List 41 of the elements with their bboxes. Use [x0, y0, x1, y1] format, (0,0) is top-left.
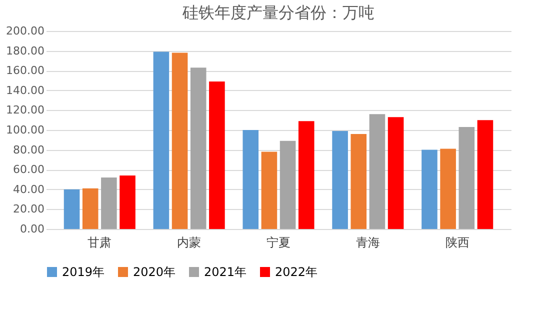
x-tick-label: 宁夏 — [266, 236, 290, 250]
bar — [209, 81, 225, 229]
y-tick-label: 80.00 — [13, 143, 44, 156]
y-tick-label: 0.00 — [20, 222, 44, 236]
x-tick-label: 甘肃 — [88, 236, 112, 250]
y-tick-label: 20.00 — [13, 202, 44, 216]
x-tick-label: 青海 — [356, 236, 380, 250]
y-tick-label: 60.00 — [13, 163, 44, 176]
bar — [422, 150, 438, 229]
bar — [242, 130, 259, 229]
bar — [172, 52, 188, 229]
bar — [298, 121, 314, 229]
y-tick-label: 200.00 — [6, 24, 44, 38]
bar — [280, 140, 296, 229]
y-tick-label: 160.00 — [6, 64, 44, 78]
y-tick-label: 40.00 — [13, 182, 44, 196]
x-tick-label: 内蒙 — [177, 236, 202, 250]
x-tick-label: 陕西 — [445, 236, 470, 250]
bar — [190, 68, 206, 229]
legend-label: 2021年 — [204, 265, 247, 279]
y-tick-label: 180.00 — [6, 44, 44, 58]
legend-label: 2020年 — [133, 265, 176, 279]
chart-title: 硅铁年度产量分省份：万吨 — [182, 3, 374, 22]
bar — [350, 134, 367, 229]
bar — [369, 114, 386, 229]
bar — [458, 127, 475, 229]
bar — [82, 188, 98, 229]
legend-label: 2019年 — [62, 265, 105, 279]
bar — [388, 117, 404, 229]
bar — [477, 120, 494, 229]
bar — [101, 178, 117, 229]
legend-label: 2022年 — [275, 265, 318, 279]
bar — [64, 189, 80, 229]
y-tick-label: 100.00 — [6, 124, 44, 136]
bar — [153, 52, 170, 229]
bar — [120, 176, 136, 229]
bar — [332, 130, 348, 229]
y-tick-label: 120.00 — [6, 104, 44, 117]
bar — [261, 152, 278, 229]
bar — [440, 148, 456, 229]
y-tick-label: 140.00 — [6, 84, 44, 97]
